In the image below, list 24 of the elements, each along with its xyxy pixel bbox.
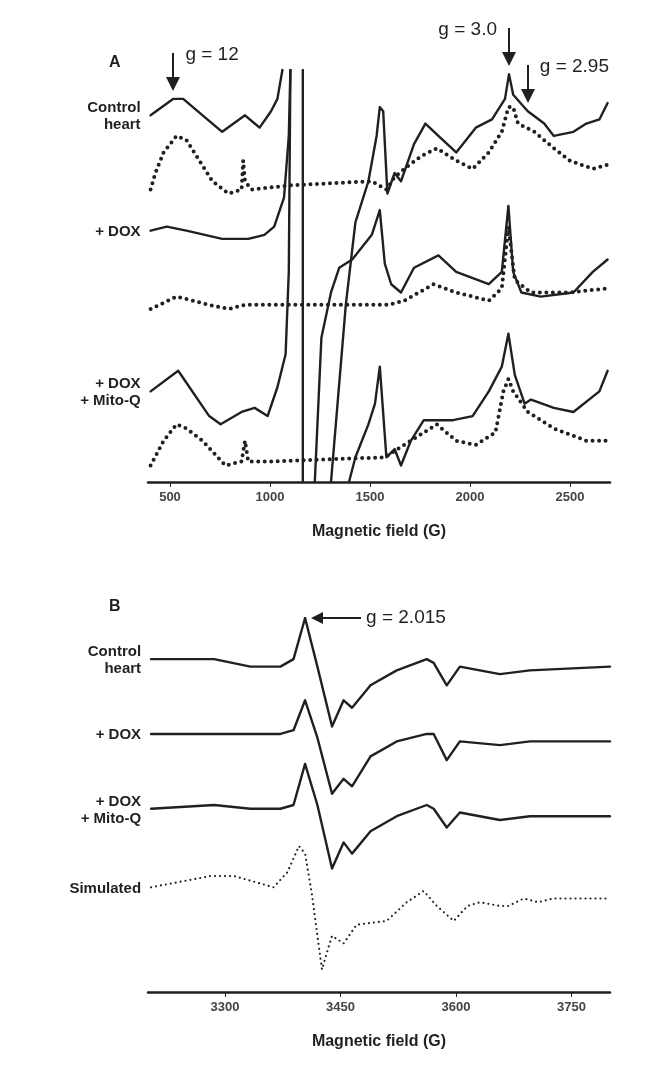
series-label: + DOX + Mito-Q bbox=[80, 374, 141, 409]
annotation: g = 3.0 bbox=[438, 18, 497, 41]
x-tick-label: 1000 bbox=[255, 489, 285, 504]
x-axis-title: Magnetic field (G) bbox=[311, 521, 447, 539]
x-tick-label: 500 bbox=[159, 489, 181, 504]
series-label: + DOX bbox=[95, 222, 141, 240]
x-tick-label: 3300 bbox=[210, 999, 240, 1014]
x-tick-label: 1500 bbox=[355, 489, 385, 504]
chart-title: A bbox=[109, 52, 121, 70]
series-label: + DOX bbox=[95, 725, 142, 743]
series-label: Control heart bbox=[87, 98, 141, 133]
x-tick-label: 2500 bbox=[555, 489, 585, 504]
x-tick-label: 3450 bbox=[326, 999, 355, 1014]
x-tick-label: 2000 bbox=[455, 489, 485, 504]
annotation: g = 2.95 bbox=[539, 55, 609, 78]
series-label: Simulated bbox=[69, 878, 142, 896]
annotation: g = 2.015 bbox=[366, 606, 446, 628]
x-tick-label: 3750 bbox=[557, 999, 586, 1014]
series-label: + DOX + Mito-Q bbox=[80, 791, 142, 826]
series-label: Control heart bbox=[87, 642, 142, 677]
x-axis-title: Magnetic field (G) bbox=[311, 1031, 447, 1049]
chart-title: B bbox=[109, 596, 121, 614]
x-tick-label: 3600 bbox=[441, 999, 471, 1014]
annotation: g = 12 bbox=[185, 42, 239, 65]
